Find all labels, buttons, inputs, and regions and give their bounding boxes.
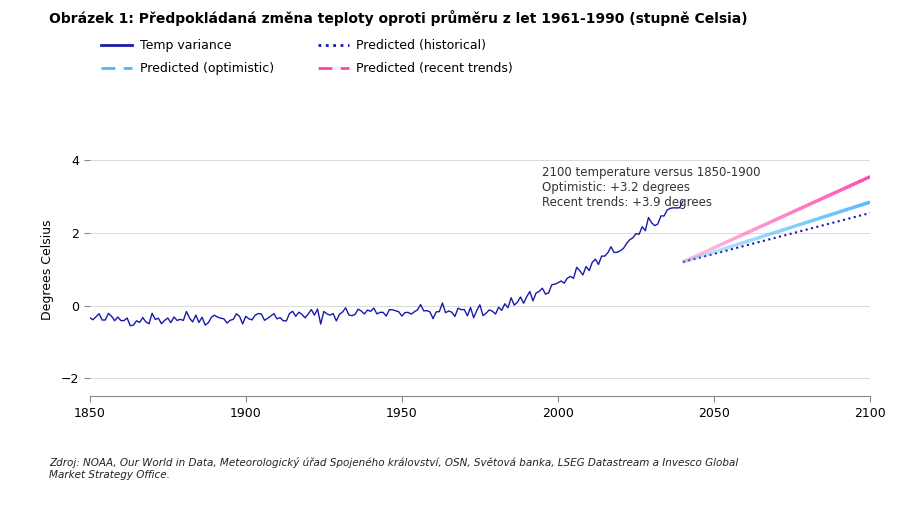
Text: 2100 temperature versus 1850-1900
Optimistic: +3.2 degrees
Recent trends: +3.9 d: 2100 temperature versus 1850-1900 Optimi… — [543, 166, 761, 209]
Legend: Temp variance, Predicted (optimistic), Predicted (historical), Predicted (recent: Temp variance, Predicted (optimistic), P… — [96, 34, 518, 80]
Text: Zdroj: NOAA, Our World in Data, Meteorologický úřad Spojeného království, OSN, S: Zdroj: NOAA, Our World in Data, Meteorol… — [49, 457, 738, 480]
Y-axis label: Degrees Celsius: Degrees Celsius — [41, 219, 54, 320]
Text: Obrázek 1: Předpokládaná změna teploty oproti průměru z let 1961-1990 (stupně Ce: Obrázek 1: Předpokládaná změna teploty o… — [49, 10, 748, 26]
